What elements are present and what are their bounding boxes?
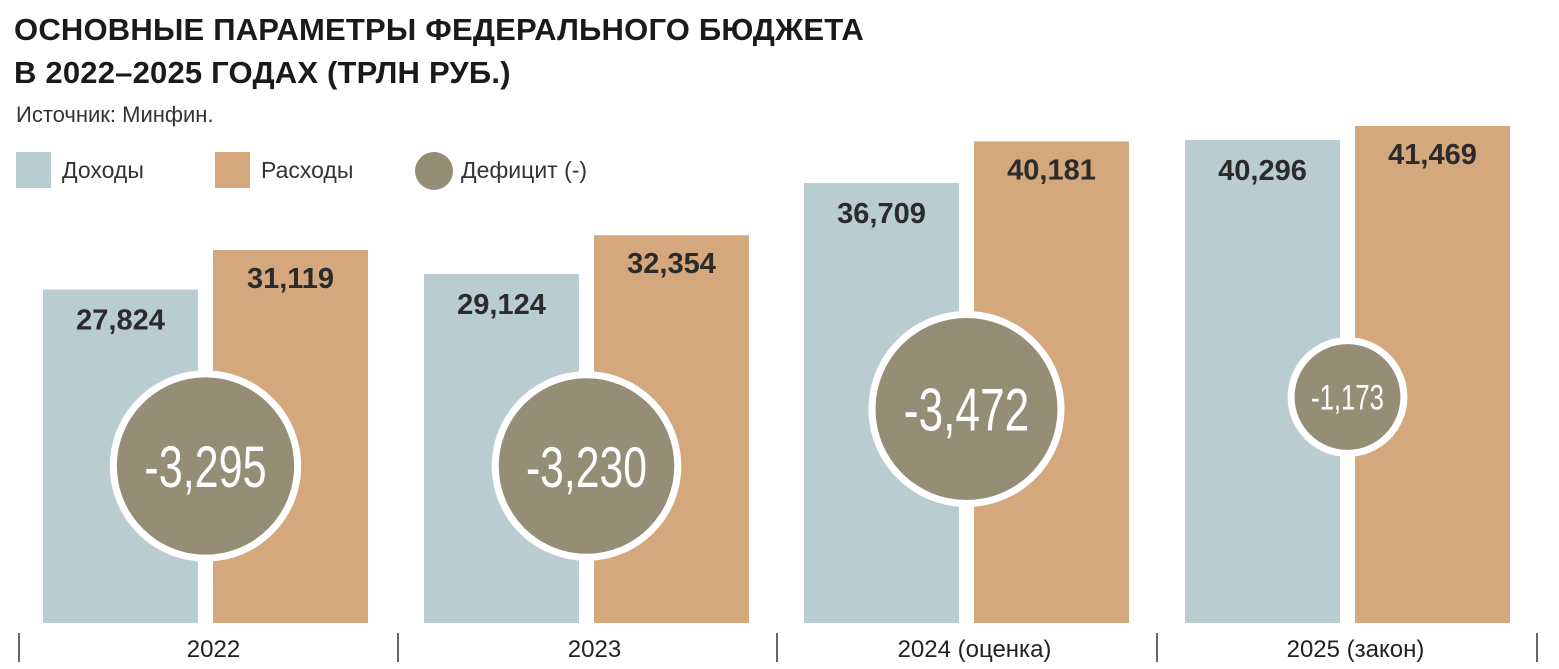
legend-swatch-deficit [415, 152, 453, 190]
data-label-expenses: 31,119 [247, 263, 334, 295]
bar-group-2: 36,709 40,181 -3,472 [804, 141, 1129, 623]
legend-label-expenses: Расходы [261, 157, 354, 183]
x-tick-label: 2025 (закон) [1287, 636, 1425, 663]
deficit-bubble [498, 378, 675, 554]
data-label-income: 29,124 [457, 289, 546, 321]
chart-title: ОСНОВНЫЕ ПАРАМЕТРЫ ФЕДЕРАЛЬНОГО БЮДЖЕТА … [14, 8, 864, 94]
deficit-bubble [875, 318, 1058, 500]
data-label-deficit: -3,295 [144, 435, 266, 500]
legend-swatch-expenses [215, 152, 250, 188]
data-label-income: 36,709 [837, 198, 926, 230]
legend-swatch-income [16, 152, 51, 188]
deficit-bubble [1294, 344, 1401, 450]
chart-title-line-1: ОСНОВНЫЕ ПАРАМЕТРЫ ФЕДЕРАЛЬНОГО БЮДЖЕТА [14, 12, 864, 47]
chart-title-line-2: В 2022–2025 ГОДАХ (ТРЛН РУБ.) [14, 55, 511, 90]
bar-group-0: 27,824 31,119 -3,295 [43, 250, 368, 623]
chart-source: Источник: Минфин. [16, 102, 214, 127]
data-label-deficit: -1,173 [1311, 379, 1384, 418]
data-label-deficit: -3,472 [904, 377, 1030, 444]
bar-group-3: 40,296 41,469 -1,173 [1185, 126, 1510, 624]
data-label-income: 27,824 [76, 305, 165, 337]
x-tick-label: 2023 [568, 636, 621, 663]
data-label-deficit: -3,230 [526, 436, 647, 500]
data-label-expenses: 32,354 [627, 248, 716, 280]
data-label-income: 40,296 [1218, 155, 1307, 187]
bar-group-1: 29,124 32,354 -3,230 [424, 235, 749, 624]
legend-label-deficit: Дефицит (-) [461, 157, 588, 183]
deficit-bubble [116, 377, 295, 555]
data-label-expenses: 40,181 [1007, 154, 1096, 186]
x-tick-label: 2024 (оценка) [898, 636, 1052, 663]
x-tick-label: 2022 [187, 636, 240, 663]
legend-label-income: Доходы [62, 157, 144, 183]
data-label-expenses: 41,469 [1388, 139, 1477, 171]
